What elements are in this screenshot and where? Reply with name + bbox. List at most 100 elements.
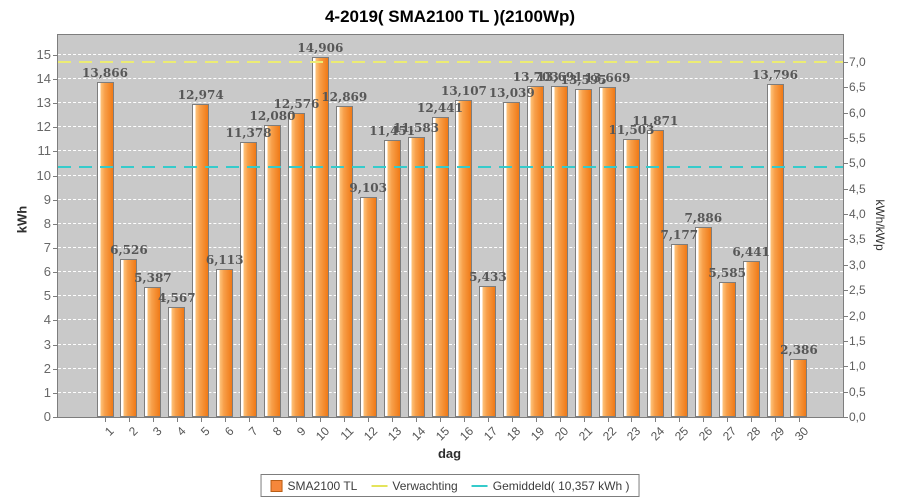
- bar-value-label: 13,796: [752, 67, 798, 82]
- bar-day-5[interactable]: [192, 103, 210, 417]
- bar-value-label: 14,906: [297, 41, 344, 56]
- x-tick-label: 18: [504, 424, 524, 444]
- x-tick-mark: [655, 418, 657, 422]
- x-tick-mark: [463, 418, 465, 422]
- x-tick-mark: [105, 418, 106, 422]
- bar-day-4[interactable]: [168, 306, 186, 417]
- y-tick-mark: [844, 340, 848, 342]
- x-tick-mark: [416, 418, 418, 422]
- y-tick-label-right: 2,0: [849, 308, 866, 323]
- y-tick-mark: [53, 344, 57, 346]
- x-tick-mark: [344, 418, 346, 422]
- x-tick-label: 20: [552, 424, 572, 444]
- x-tick-label: 22: [600, 424, 620, 444]
- y-tick-label-left: 12: [36, 119, 51, 135]
- legend-item-average: Gemiddeld( 10,357 kWh ): [471, 479, 629, 493]
- y-tick-label-left: 13: [36, 95, 51, 111]
- bar-day-13[interactable]: [383, 140, 401, 417]
- bar-day-9[interactable]: [287, 113, 305, 417]
- bar-day-18[interactable]: [503, 102, 521, 417]
- bar-value-label: 13,039: [488, 86, 535, 101]
- legend-item-expected: Verwachting: [371, 479, 458, 493]
- x-tick-mark: [128, 418, 130, 422]
- y-tick-label-left: 3: [43, 336, 51, 352]
- y-tick-label-right: 0,0: [849, 410, 866, 424]
- y-tick-label-left: 11: [37, 143, 52, 159]
- bar-day-2[interactable]: [120, 259, 138, 417]
- bar-day-14[interactable]: [407, 137, 425, 417]
- gridline: [58, 150, 843, 152]
- bar-day-10[interactable]: [311, 57, 329, 417]
- y-tick-label-left: 2: [43, 360, 51, 376]
- x-tick-mark: [511, 418, 513, 422]
- x-tick-mark: [775, 418, 777, 422]
- bar-day-19[interactable]: [527, 86, 545, 417]
- bar-day-6[interactable]: [216, 269, 234, 417]
- bar-day-17[interactable]: [479, 285, 497, 417]
- bar-day-30[interactable]: [790, 359, 808, 417]
- bar-day-20[interactable]: [551, 86, 569, 417]
- x-tick-label: 15: [432, 424, 452, 444]
- y-tick-mark: [53, 223, 57, 225]
- bar-day-23[interactable]: [622, 139, 640, 417]
- bar-value-label: 12,974: [177, 87, 224, 102]
- x-tick-mark: [679, 418, 681, 422]
- bar-day-8[interactable]: [264, 125, 281, 417]
- y-tick-mark: [53, 417, 57, 418]
- bar-day-25[interactable]: [670, 243, 688, 417]
- x-tick-mark: [176, 418, 178, 422]
- x-tick-label: 1: [102, 424, 117, 439]
- bar-value-label: 2,386: [780, 343, 818, 358]
- y-tick-mark: [844, 87, 848, 89]
- y-tick-label-right: 5,5: [849, 131, 866, 146]
- y-tick-mark: [53, 103, 57, 105]
- x-tick-label: 16: [456, 424, 476, 444]
- bar-day-12[interactable]: [359, 197, 377, 417]
- bar-value-label: 11,378: [225, 126, 272, 141]
- bar-value-label: 13,107: [440, 84, 487, 99]
- bar-day-7[interactable]: [240, 142, 258, 417]
- bar-value-label: 6,113: [205, 253, 244, 268]
- x-tick-label: 17: [480, 424, 500, 444]
- y-tick-label-left: 9: [43, 191, 51, 207]
- x-tick-label: 8: [269, 424, 285, 439]
- bar-value-label: 11,451: [369, 124, 416, 139]
- bar-value-label: 13,691: [536, 70, 583, 85]
- bar-day-24[interactable]: [646, 130, 664, 417]
- dash-line-icon: [471, 484, 488, 487]
- bar-day-27[interactable]: [718, 282, 736, 417]
- bar-value-label: 6,526: [110, 243, 148, 258]
- x-axis-label: dag: [437, 446, 462, 461]
- x-tick-mark: [751, 418, 753, 422]
- x-tick-label: 10: [312, 424, 333, 444]
- y-tick-label-left: 10: [36, 167, 51, 183]
- y-tick-mark: [53, 247, 57, 249]
- x-tick-label: 7: [245, 424, 261, 439]
- bar-value-label: 13,595: [560, 72, 607, 87]
- x-tick-label: 30: [791, 424, 811, 444]
- gridline: [58, 367, 843, 369]
- bar-day-15[interactable]: [431, 116, 449, 417]
- bar-day-1[interactable]: [96, 82, 114, 417]
- gridline: [58, 174, 843, 176]
- gridline: [58, 198, 843, 200]
- bar-day-22[interactable]: [599, 86, 617, 417]
- bar-day-21[interactable]: [575, 88, 593, 417]
- bar-day-11[interactable]: [335, 106, 353, 417]
- bar-day-16[interactable]: [455, 100, 473, 417]
- gridline: [58, 319, 843, 321]
- gridline: [58, 77, 843, 79]
- x-tick-label: 3: [150, 424, 165, 439]
- gridline: [58, 343, 843, 345]
- gridline: [58, 222, 843, 224]
- bar-day-26[interactable]: [694, 226, 712, 417]
- y-tick-label-right: 6,5: [849, 80, 866, 95]
- y-tick-label-left: 6: [43, 264, 51, 280]
- bar-day-28[interactable]: [742, 261, 760, 417]
- bar-value-label: 12,869: [321, 90, 368, 105]
- x-tick-label: 25: [671, 424, 692, 444]
- y-tick-mark: [844, 138, 848, 140]
- y-tick-mark: [844, 417, 848, 418]
- bar-day-3[interactable]: [144, 286, 162, 417]
